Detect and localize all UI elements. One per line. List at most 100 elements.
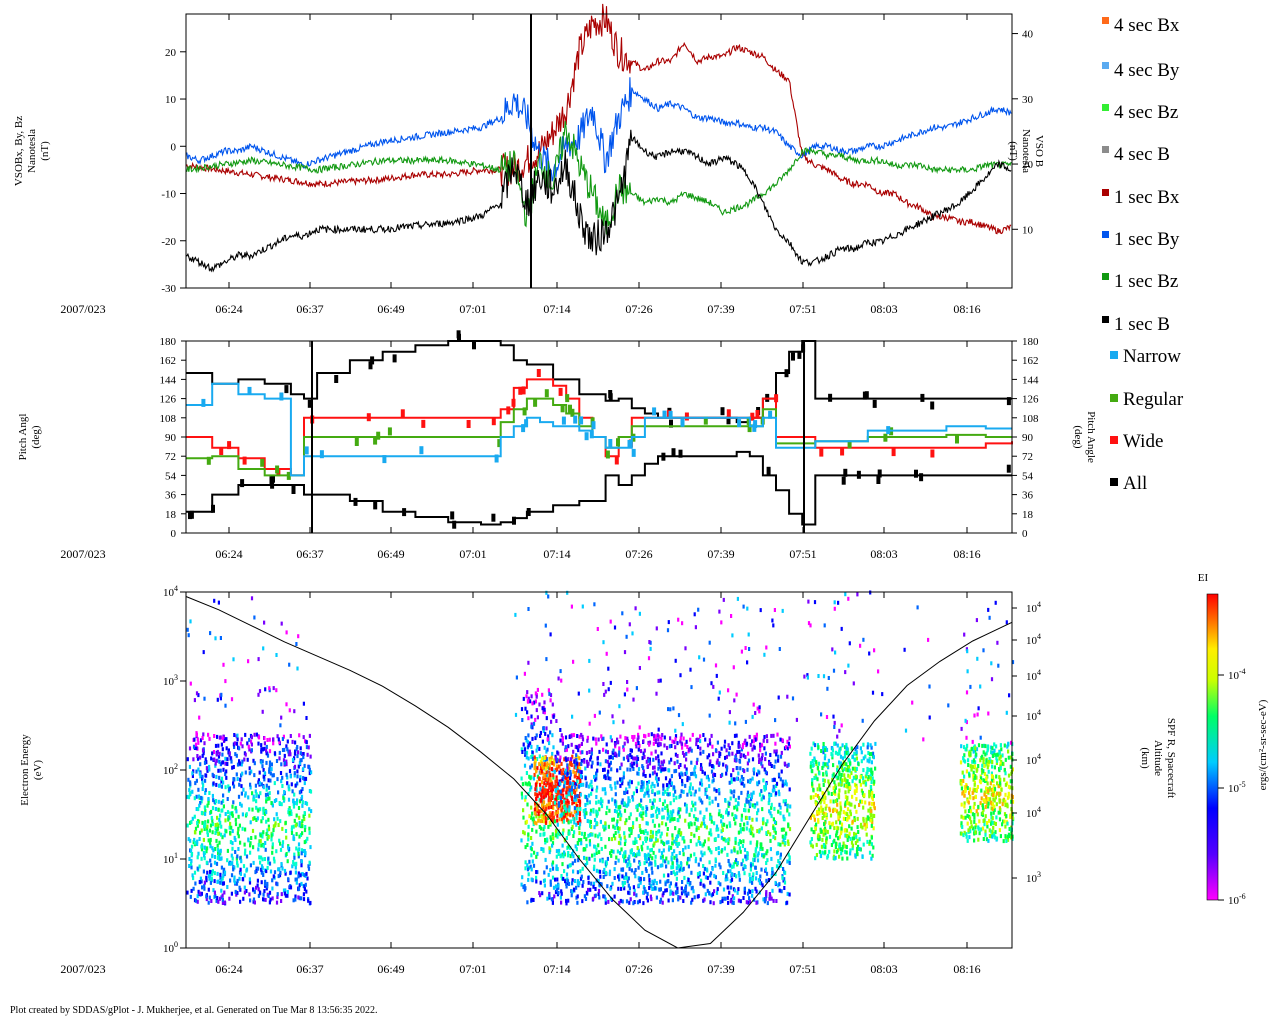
spectrogram-cell bbox=[581, 734, 584, 739]
spectrogram-cell bbox=[613, 867, 616, 872]
spectrogram-cell bbox=[590, 784, 593, 789]
spectrogram-cell bbox=[874, 766, 877, 771]
spectrogram-cell bbox=[542, 878, 546, 883]
spectrogram-cell bbox=[714, 857, 717, 862]
spectrogram-cell bbox=[673, 769, 676, 774]
spectrogram-cell bbox=[277, 823, 280, 827]
spectrogram-cell bbox=[267, 817, 270, 822]
spectrogram-cell bbox=[968, 787, 972, 792]
spectrogram-cell bbox=[524, 781, 527, 786]
spectrogram-cell bbox=[542, 827, 545, 832]
spectrogram-cell bbox=[832, 772, 835, 777]
spectrogram-cell bbox=[597, 834, 600, 839]
spectrogram-cell bbox=[289, 885, 293, 890]
spectrogram-cell bbox=[977, 837, 980, 842]
spectrogram-cell bbox=[200, 847, 204, 852]
spectrogram-cell bbox=[296, 781, 299, 786]
spectrogram-cell bbox=[869, 743, 872, 748]
spectrogram-cell bbox=[684, 884, 688, 889]
spectrogram-cell bbox=[535, 748, 538, 753]
spectrogram-cell bbox=[856, 745, 859, 750]
spectrogram-cell bbox=[702, 898, 705, 903]
spectrogram-cell bbox=[204, 824, 207, 829]
spectrogram-cell bbox=[733, 777, 736, 782]
spectrogram-cell bbox=[191, 789, 194, 794]
spectrogram-cell bbox=[190, 861, 193, 866]
spectrogram-cell bbox=[695, 825, 698, 830]
spectrogram-cell bbox=[552, 773, 555, 778]
spectrogram-cell bbox=[690, 822, 693, 827]
spectrogram-cell bbox=[647, 788, 650, 793]
spectrogram-cell bbox=[532, 822, 535, 827]
spectrogram-cell bbox=[700, 763, 703, 767]
spectrogram-cell bbox=[857, 830, 860, 834]
spectrogram-cell bbox=[772, 784, 775, 789]
spectrogram-cell bbox=[222, 767, 225, 772]
pitch-bin bbox=[847, 440, 852, 449]
spectrogram-cell bbox=[871, 795, 874, 800]
spectrogram-cell bbox=[541, 706, 544, 711]
spectrogram-cell bbox=[626, 879, 629, 884]
spectrogram-cell bbox=[973, 838, 976, 843]
spectrogram-cell bbox=[192, 840, 195, 844]
spectrogram-cell bbox=[562, 819, 566, 824]
spectrogram-cell bbox=[187, 837, 190, 842]
spectrogram-cell bbox=[777, 809, 780, 814]
spectrogram-cell bbox=[784, 802, 787, 807]
spectrogram-cell bbox=[565, 794, 568, 799]
spectrogram-cell bbox=[679, 861, 682, 866]
spectrogram-cell bbox=[822, 750, 825, 755]
spectrogram-cell bbox=[774, 759, 777, 764]
spectrogram-cell bbox=[666, 816, 669, 821]
spectrogram-cell bbox=[200, 799, 203, 804]
spectrogram-cell bbox=[616, 737, 619, 742]
spectrogram-cell bbox=[231, 846, 234, 851]
spectrogram-cell bbox=[1006, 834, 1010, 839]
spectrogram-cell bbox=[531, 811, 534, 816]
spectrogram-cell bbox=[231, 811, 234, 816]
spectrogram-cell bbox=[636, 771, 639, 776]
spectrogram-cell bbox=[707, 777, 710, 782]
spectrogram-cell bbox=[632, 885, 635, 890]
spectrogram-cell bbox=[281, 844, 284, 848]
spectrogram-cell bbox=[668, 744, 671, 749]
spectrogram-cell bbox=[637, 767, 641, 772]
spectrogram-cell bbox=[566, 853, 570, 858]
spectrogram-cell bbox=[651, 819, 655, 824]
spectrogram-cell bbox=[654, 859, 657, 864]
spectrogram-cell bbox=[847, 773, 850, 778]
x-tick-label: 06:24 bbox=[215, 302, 242, 316]
spectrogram-cell bbox=[653, 737, 656, 741]
spectrogram-cell bbox=[670, 774, 673, 779]
spectrogram-cell bbox=[627, 856, 630, 861]
spectrogram-cell bbox=[542, 832, 545, 837]
spectrogram-cell bbox=[962, 779, 965, 783]
spectrogram-cell bbox=[688, 786, 691, 791]
spectrogram-cell bbox=[654, 862, 657, 867]
spectrogram-cell bbox=[608, 869, 612, 874]
spectrogram-cell bbox=[775, 864, 779, 869]
spectrogram-cell bbox=[750, 797, 753, 802]
spectrogram-cell bbox=[249, 898, 252, 903]
spectrogram-cell bbox=[203, 845, 206, 850]
spectrogram-cell bbox=[554, 829, 558, 834]
spectrogram-cell bbox=[736, 807, 739, 812]
spectrogram-cell bbox=[578, 826, 581, 831]
spectrogram-cell bbox=[583, 794, 587, 799]
spectrogram-cell bbox=[620, 847, 623, 852]
spectrogram-cell bbox=[204, 808, 207, 813]
spectrogram-cell bbox=[778, 861, 781, 866]
spectrogram-cell bbox=[280, 899, 283, 903]
spectrogram-cell bbox=[579, 766, 582, 771]
spectrogram-cell bbox=[564, 770, 567, 775]
spectrogram-cell bbox=[844, 802, 847, 807]
spectrogram-cell bbox=[571, 782, 574, 786]
spectrogram-cell bbox=[218, 775, 221, 780]
spectrogram-cell bbox=[559, 804, 562, 808]
spectrogram-cell bbox=[620, 886, 623, 891]
spectrogram-cell bbox=[526, 740, 529, 745]
spectrogram-cell bbox=[777, 789, 780, 794]
spectrogram-cell bbox=[253, 816, 256, 821]
spectrogram-cell bbox=[623, 842, 627, 846]
spectrogram-cell bbox=[273, 859, 276, 864]
